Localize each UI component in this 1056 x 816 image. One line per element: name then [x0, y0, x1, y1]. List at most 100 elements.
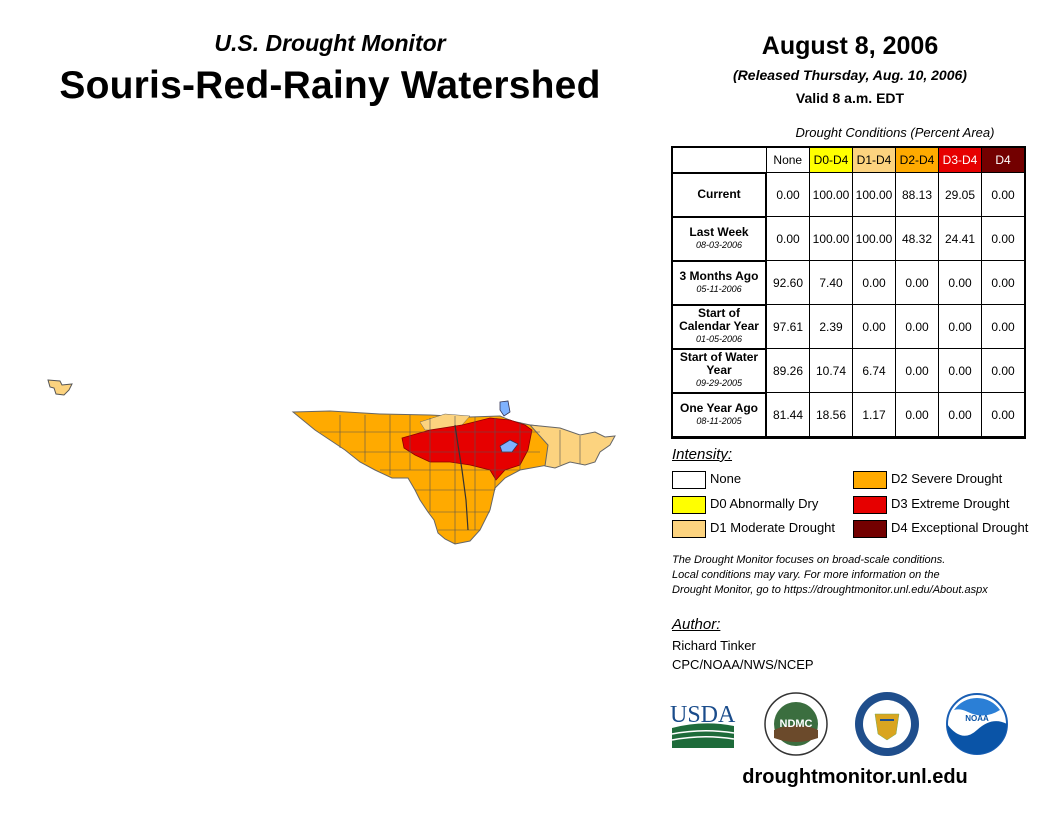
table-cell: 100.00 [852, 216, 896, 261]
map-region-d1-east [528, 424, 616, 469]
row-label: Last Week 08-03-2006 [672, 215, 767, 262]
table-cell: 0.00 [938, 260, 982, 305]
map-river [454, 424, 469, 531]
row-label: One Year Ago 08-11-2005 [672, 391, 767, 438]
website-link[interactable]: droughtmonitor.unl.edu [742, 766, 968, 788]
ndmc-logo: NDMC [764, 692, 828, 756]
table-cell: 92.60 [765, 260, 810, 305]
legend-label: None [710, 471, 742, 486]
legend-label: D0 Abnormally Dry [710, 496, 819, 511]
row-label-date: 08-11-2005 [696, 415, 742, 426]
note-line: Drought Monitor, go to https://droughtmo… [672, 584, 988, 596]
table-cell: 100.00 [809, 172, 853, 217]
map-lake-central [499, 439, 519, 453]
legend-swatch [853, 520, 887, 538]
table-cell: 0.00 [938, 304, 982, 349]
note-line: Local conditions may vary. For more info… [672, 569, 940, 581]
table-cell: 0.00 [852, 304, 896, 349]
table-cell: 0.00 [981, 260, 1025, 305]
map-date: August 8, 2006 [761, 32, 939, 60]
row-label: 3 Months Ago 05-11-2006 [672, 259, 767, 306]
table-row-3-months-ago: 3 Months Ago 05-11-2006 92.60 7.40 0.00 0… [672, 259, 1025, 306]
row-label-text: 3 Months Ago [679, 268, 759, 283]
map-region-west-fragment [47, 379, 73, 396]
legend-swatch [853, 471, 887, 489]
column-header-none: None [765, 147, 810, 173]
table-cell: 18.56 [809, 392, 853, 437]
author-organization: CPC/NOAA/NWS/NCEP [672, 657, 814, 672]
noaa-logo-text: NOAA [965, 714, 989, 723]
map-region-d3 [401, 417, 533, 481]
table-caption: Drought Conditions (Percent Area) [795, 125, 995, 140]
table-cell: 0.00 [938, 348, 982, 393]
table-cell: 48.32 [895, 216, 939, 261]
table-cell: 0.00 [895, 304, 939, 349]
row-label-date: 05-11-2006 [696, 283, 742, 294]
column-header-d1-d4: D1-D4 [852, 147, 896, 173]
column-header-d3-d4: D3-D4 [938, 147, 982, 173]
column-header-d4: D4 [981, 147, 1025, 173]
table-cell: 81.44 [765, 392, 810, 437]
row-label-text: Current [697, 187, 741, 201]
table-cell: 6.74 [852, 348, 896, 393]
table-cell: 0.00 [981, 348, 1025, 393]
table-row-current: Current 0.00 100.00 100.00 88.13 29.05 0… [672, 171, 1025, 218]
row-label-text: Start of Water Year [679, 350, 759, 377]
drought-map [47, 379, 616, 545]
table-cell: 0.00 [981, 392, 1025, 437]
table-header-row: None D0-D4 D1-D4 D2-D4 D3-D4 D4 [673, 147, 1025, 173]
note-line: The Drought Monitor focuses on broad-sca… [672, 554, 946, 566]
noaa-logo: NOAA [946, 693, 1008, 755]
table-cell: 0.00 [981, 216, 1025, 261]
table-cell: 0.00 [895, 392, 939, 437]
table-cell: 0.00 [852, 260, 896, 305]
usda-logo: USDA [670, 702, 736, 748]
table-cell: 10.74 [809, 348, 853, 393]
column-header-d2-d4: D2-D4 [895, 147, 939, 173]
map-subtitle: U.S. Drought Monitor [214, 30, 446, 56]
legend-label: D2 Severe Drought [891, 471, 1003, 486]
row-label-date: 08-03-2006 [695, 239, 743, 250]
row-label: Start of Calendar Year 01-05-2006 [672, 303, 767, 350]
table-cell: 100.00 [809, 216, 853, 261]
row-label: Current [672, 171, 767, 218]
row-label-text: Start of Calendar Year [679, 306, 759, 333]
drought-conditions-table: None D0-D4 D1-D4 D2-D4 D3-D4 D4 Current … [671, 146, 1026, 439]
map-lake-north [499, 400, 511, 417]
valid-time: Valid 8 a.m. EDT [795, 90, 905, 106]
legend-swatch [672, 496, 706, 514]
column-header-d0-d4: D0-D4 [809, 147, 853, 173]
table-header-blank [673, 148, 767, 173]
table-cell: 0.00 [765, 172, 810, 217]
commerce-seal [855, 692, 919, 756]
table-cell: 29.05 [938, 172, 982, 217]
author-heading: Author: [672, 616, 721, 633]
disclaimer-note: The Drought Monitor focuses on broad-sca… [672, 553, 1052, 598]
table-cell: 89.26 [765, 348, 810, 393]
release-date: (Released Thursday, Aug. 10, 2006) [733, 67, 967, 83]
legend-label: D4 Exceptional Drought [891, 520, 1029, 535]
table-cell: 0.00 [938, 392, 982, 437]
row-label-date: 09-29-2005 [695, 378, 743, 388]
table-row-start-calendar-year: Start of Calendar Year 01-05-2006 97.61 2… [672, 303, 1025, 350]
legend-heading: Intensity: [672, 446, 733, 463]
row-label: Start of Water Year 09-29-2005 [672, 347, 767, 394]
legend-swatch [672, 471, 706, 489]
agency-logos: USDA NDMC NOAA [670, 692, 1008, 756]
map-title: Souris-Red-Rainy Watershed [59, 64, 601, 107]
table-cell: 7.40 [809, 260, 853, 305]
table-cell: 0.00 [981, 304, 1025, 349]
legend-swatch [853, 496, 887, 514]
table-cell: 0.00 [981, 172, 1025, 217]
row-label-text: One Year Ago [679, 400, 759, 415]
table-cell: 2.39 [809, 304, 853, 349]
table-cell: 0.00 [895, 260, 939, 305]
table-cell: 97.61 [765, 304, 810, 349]
table-cell: 1.17 [852, 392, 896, 437]
legend-label: D3 Extreme Drought [891, 496, 1010, 511]
table-cell: 24.41 [938, 216, 982, 261]
table-row-one-year-ago: One Year Ago 08-11-2005 81.44 18.56 1.17 … [672, 391, 1025, 438]
table-cell: 0.00 [895, 348, 939, 393]
ndmc-logo-text: NDMC [780, 718, 813, 730]
map-county-lines [320, 415, 581, 544]
